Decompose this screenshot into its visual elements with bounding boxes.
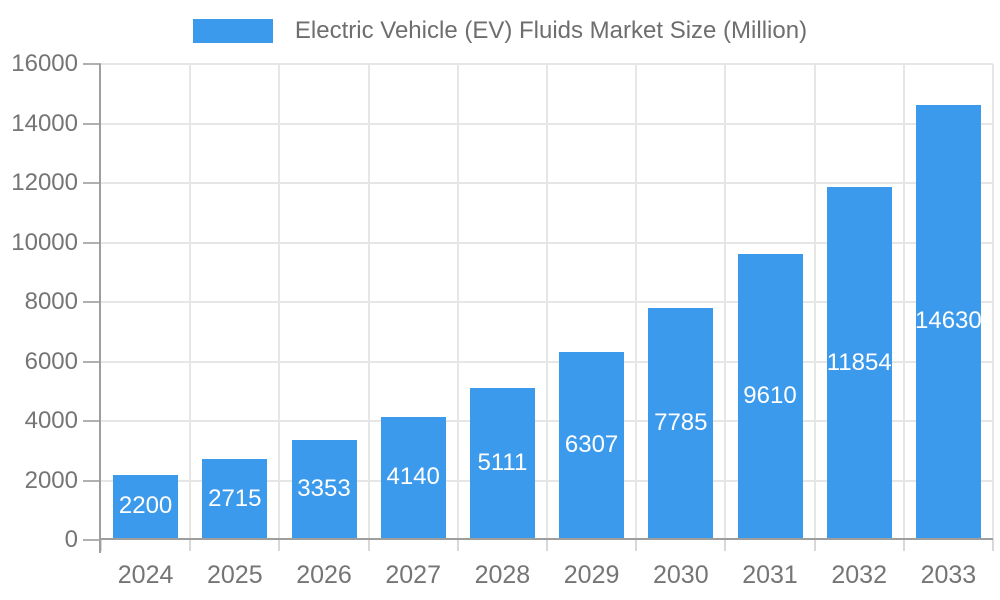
- bar-value-label: 4140: [386, 463, 440, 491]
- x-axis-tick-label: 2028: [474, 561, 531, 589]
- bar-2029[interactable]: [559, 352, 625, 540]
- bar-2031[interactable]: [737, 254, 803, 540]
- x-axis-tick-label: 2032: [831, 561, 887, 589]
- v-gridline: [278, 64, 281, 540]
- y-axis-tick-label: 2000: [24, 466, 78, 494]
- v-gridline: [367, 64, 370, 540]
- y-tick-mark: [83, 122, 101, 125]
- bar-2026[interactable]: [291, 440, 357, 540]
- y-axis-tick-label: 16000: [11, 50, 78, 77]
- x-tick-mark: [189, 540, 192, 551]
- v-gridline: [635, 64, 638, 540]
- bar-2032[interactable]: [826, 187, 892, 540]
- x-tick-mark: [456, 540, 459, 551]
- x-axis-tick-label: 2027: [385, 561, 441, 589]
- bar-2028[interactable]: [469, 387, 535, 540]
- x-tick-mark: [100, 540, 102, 551]
- v-gridline: [724, 64, 727, 540]
- x-tick-mark: [278, 540, 281, 551]
- x-axis-tick-label: 2026: [296, 561, 352, 589]
- x-axis-tick-label: 2025: [206, 561, 263, 589]
- y-tick-mark: [83, 182, 101, 184]
- bar-value-label: 3353: [297, 475, 351, 503]
- y-tick-mark: [83, 360, 101, 363]
- y-tick-mark: [83, 420, 101, 422]
- bar-value-label: 11854: [826, 348, 892, 376]
- x-axis-tick-label: 2024: [117, 561, 174, 589]
- y-axis-tick-label: 4000: [24, 407, 78, 434]
- x-tick-mark: [992, 540, 994, 551]
- y-axis-tick-label: 10000: [11, 228, 78, 256]
- x-tick-mark: [546, 540, 548, 551]
- y-axis-tick-label: 0: [64, 526, 78, 553]
- y-tick-mark: [83, 539, 101, 541]
- bar-value-label: 6307: [564, 431, 619, 459]
- x-tick-mark: [635, 540, 638, 551]
- v-gridline: [189, 64, 192, 540]
- x-axis-tick-label: 2029: [563, 561, 620, 589]
- x-tick-mark: [902, 540, 905, 551]
- v-gridline: [546, 64, 548, 540]
- v-gridline: [902, 64, 905, 540]
- y-axis-tick-label: 6000: [24, 347, 78, 375]
- x-tick-mark: [367, 540, 370, 551]
- y-axis-tick-label: 8000: [24, 288, 78, 315]
- x-tick-mark: [813, 540, 816, 551]
- bar-2030[interactable]: [648, 308, 714, 540]
- bar-2025[interactable]: [202, 459, 268, 540]
- y-tick-mark: [83, 479, 101, 482]
- y-tick-mark: [83, 241, 101, 244]
- y-tick-mark: [83, 301, 101, 303]
- v-gridline: [992, 64, 994, 540]
- x-axis-tick-label: 2033: [920, 561, 977, 589]
- v-gridline: [456, 64, 459, 540]
- y-axis-tick-label: 12000: [11, 169, 78, 196]
- bar-value-label: 2715: [208, 484, 262, 512]
- y-axis-line: [99, 64, 101, 553]
- x-axis-tick-label: 2030: [652, 561, 709, 589]
- bar-2027[interactable]: [380, 416, 446, 540]
- bar-value-label: 5111: [477, 448, 528, 476]
- y-axis-tick-label: 14000: [11, 109, 78, 137]
- bar-value-label: 14630: [915, 307, 982, 335]
- x-axis-line: [99, 538, 993, 540]
- x-axis-tick-label: 2031: [742, 561, 798, 589]
- legend-swatch[interactable]: [192, 19, 273, 43]
- bar-2033[interactable]: [915, 104, 981, 540]
- x-tick-mark: [724, 540, 727, 551]
- v-gridline: [813, 64, 816, 540]
- y-tick-mark: [83, 63, 101, 65]
- bar-value-label: 2200: [118, 492, 173, 520]
- legend[interactable]: Electric Vehicle (EV) Fluids Market Size…: [0, 17, 1000, 45]
- bar-value-label: 9610: [743, 382, 797, 410]
- legend-label: Electric Vehicle (EV) Fluids Market Size…: [294, 17, 808, 44]
- bar-2024[interactable]: [113, 474, 179, 540]
- bar-value-label: 7785: [654, 409, 708, 437]
